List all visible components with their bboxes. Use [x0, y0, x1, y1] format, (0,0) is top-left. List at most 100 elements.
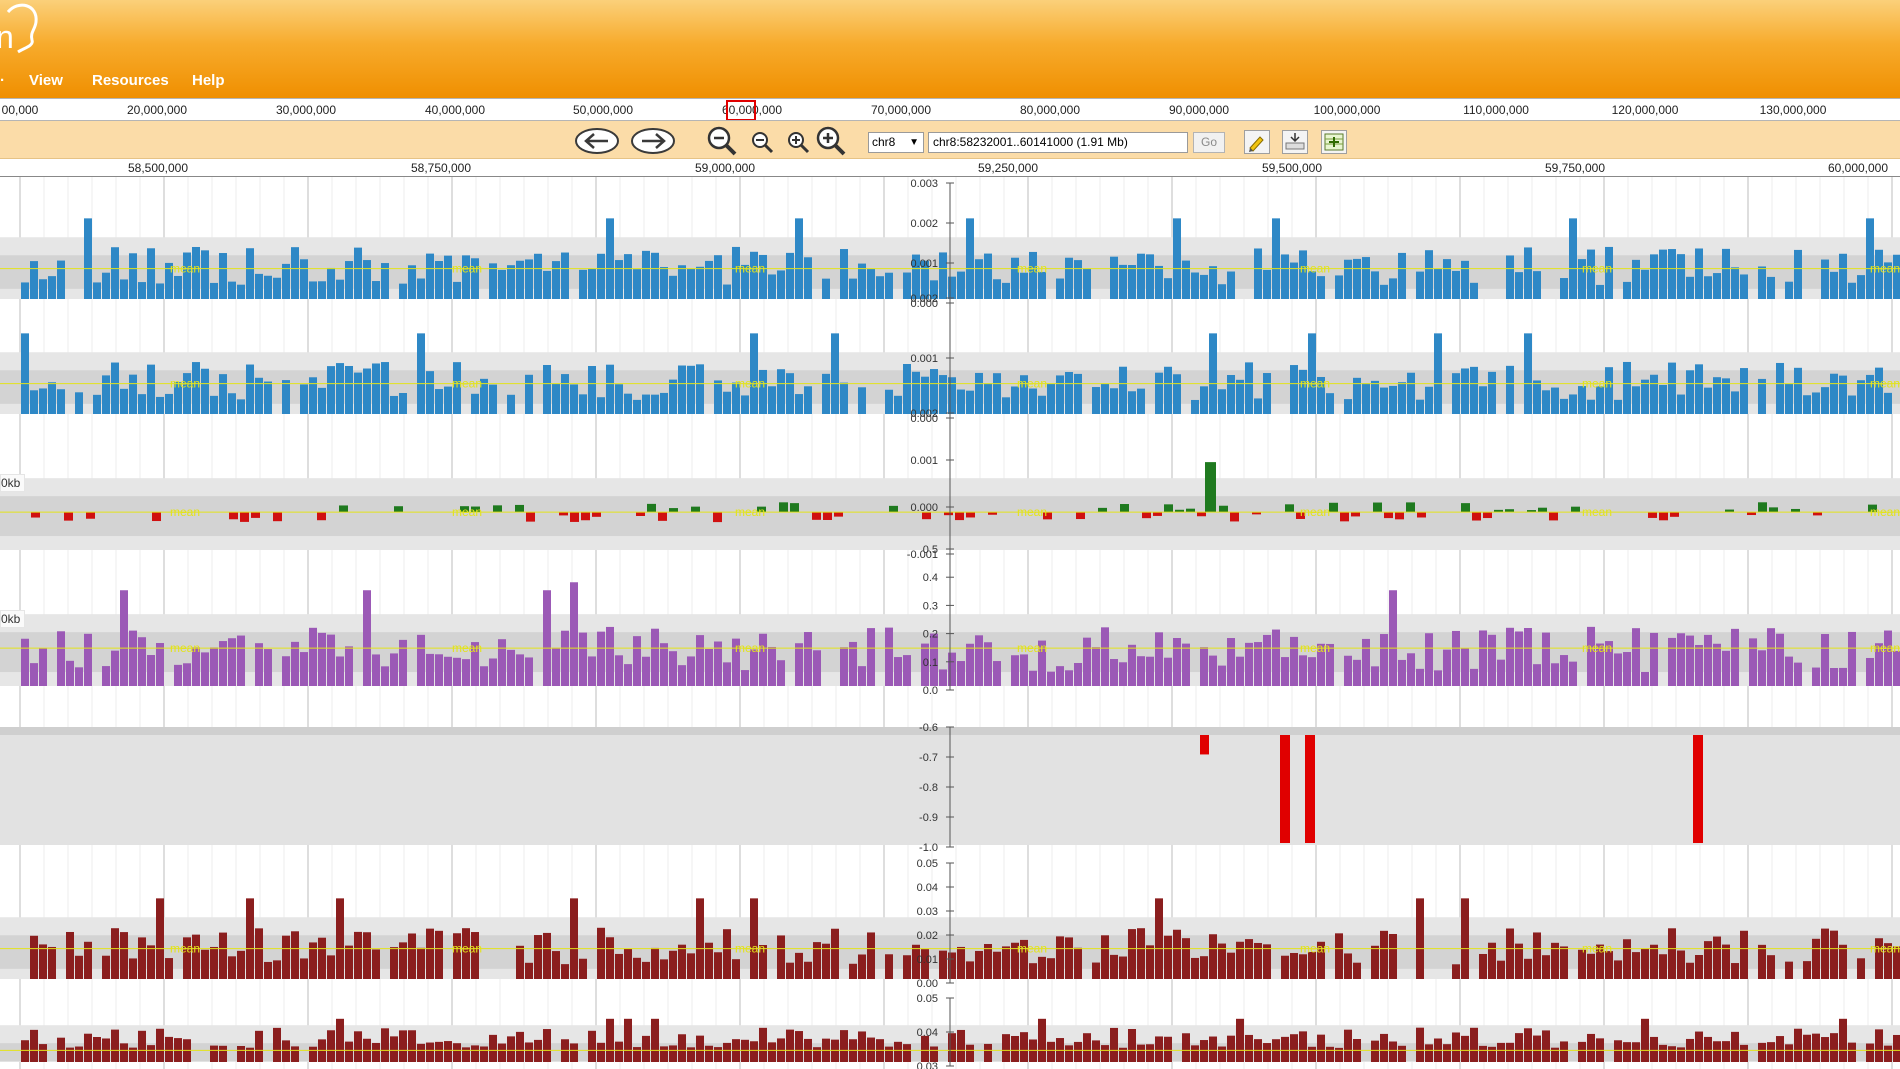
menu-resources[interactable]: Resources: [92, 72, 169, 89]
data-bar: [822, 373, 830, 414]
data-bar: [1695, 954, 1703, 979]
data-bar: [1029, 388, 1037, 414]
data-bar: [471, 642, 479, 686]
data-bar: [660, 959, 668, 979]
data-bar: [345, 261, 353, 299]
chromosome-select[interactable]: chr8 ▼: [868, 132, 924, 153]
position-ruler[interactable]: 58,500,000 58,750,000 59,000,000 59,250,…: [0, 159, 1900, 177]
data-bar: [1506, 365, 1514, 414]
data-bar: [1083, 268, 1091, 299]
data-bar: [1308, 951, 1316, 979]
logo-icon[interactable]: n: [0, 2, 46, 58]
data-bar: [597, 397, 605, 414]
data-bar: [1695, 1031, 1703, 1062]
data-bar: [30, 261, 38, 299]
data-bar: [48, 946, 56, 979]
data-bar: [669, 508, 678, 513]
data-bar: [1740, 930, 1748, 979]
data-bar: [1252, 512, 1261, 515]
data-bar: [1056, 936, 1064, 979]
go-button[interactable]: Go: [1193, 132, 1225, 153]
data-bar: [534, 253, 542, 299]
data-bar: [1686, 962, 1694, 979]
zoom-in-large-icon[interactable]: [815, 125, 847, 157]
data-bar: [1668, 928, 1676, 979]
data-bar: [1848, 1042, 1856, 1062]
menu-help[interactable]: Help: [192, 72, 225, 89]
data-bar: [471, 258, 479, 299]
pan-right-icon[interactable]: [630, 127, 676, 155]
data-bar: [534, 1039, 542, 1062]
data-bar: [156, 898, 164, 979]
data-bar: [642, 394, 650, 414]
data-bar: [84, 1033, 92, 1062]
data-bar: [1839, 253, 1847, 299]
chromosome-overview[interactable]: 00,000 20,000,000 30,000,000 40,000,000 …: [0, 98, 1900, 121]
data-bar: [1470, 282, 1478, 299]
data-bar: [624, 1018, 632, 1062]
data-bar: [795, 1031, 803, 1062]
data-bar: [84, 218, 92, 299]
data-bar: [696, 266, 704, 299]
data-bar: [1533, 1035, 1541, 1062]
data-bar: [1218, 1046, 1226, 1062]
menu-item-fragment[interactable]: ·: [0, 72, 5, 89]
data-bar: [1317, 1034, 1325, 1062]
location-input[interactable]: chr8:58232001..60141000 (1.91 Mb): [928, 132, 1188, 153]
overview-tick: 90,000,000: [1168, 103, 1230, 117]
data-bar: [1371, 271, 1379, 299]
navigation-toolbar: chr8 ▼ chr8:58232001..60141000 (1.91 Mb)…: [0, 121, 1900, 159]
data-bar: [515, 504, 524, 513]
zoom-out-large-icon[interactable]: [706, 125, 738, 157]
data-bar: [327, 955, 335, 979]
fit-region-button[interactable]: [1282, 130, 1308, 154]
data-bar: [229, 512, 238, 520]
data-bar: [111, 247, 119, 299]
data-bar: [651, 394, 659, 414]
data-bar: [1182, 1033, 1190, 1062]
data-bar: [889, 505, 898, 513]
data-bar: [579, 269, 587, 299]
data-bar: [966, 643, 974, 686]
data-bar: [1340, 512, 1349, 522]
data-bar: [1101, 935, 1109, 979]
data-bar: [264, 381, 272, 414]
data-bar: [1758, 650, 1766, 686]
data-bar: [102, 375, 110, 414]
data-bar: [669, 651, 677, 686]
data-bar: [399, 639, 407, 686]
add-track-button[interactable]: [1321, 130, 1347, 154]
data-bar: [525, 962, 533, 979]
fit-width-icon: [1285, 133, 1305, 150]
highlight-button[interactable]: [1244, 130, 1270, 154]
data-bar: [138, 282, 146, 299]
track-area[interactable]: mean mean mean mean mean mean mean 0.003 0.002 0.…: [0, 177, 1900, 1069]
pan-left-icon[interactable]: [574, 127, 620, 155]
zoom-out-small-icon[interactable]: [750, 130, 774, 154]
axis-tick-label: 0.02: [917, 930, 938, 942]
data-bar: [750, 898, 758, 979]
data-bar: [282, 1040, 290, 1062]
data-bar: [687, 1047, 695, 1062]
zoom-in-small-icon[interactable]: [786, 130, 810, 154]
data-bar: [1551, 1047, 1559, 1062]
data-bar: [21, 333, 29, 414]
data-bar: [1164, 935, 1172, 979]
axis-tick-label: 0.3: [923, 600, 938, 612]
data-bar: [1578, 259, 1586, 299]
data-bar: [192, 934, 200, 979]
mean-label: mean: [170, 262, 200, 276]
data-bar: [21, 282, 29, 299]
data-bar: [1281, 254, 1289, 299]
data-bar: [1650, 1036, 1658, 1062]
data-bar: [759, 1027, 767, 1062]
data-bar: [1813, 512, 1822, 516]
data-bar: [336, 898, 344, 979]
overview-view-window[interactable]: [726, 100, 756, 120]
data-bar: [678, 665, 686, 686]
data-bar: [939, 252, 947, 299]
data-bar: [1137, 656, 1145, 686]
menu-view[interactable]: View: [29, 72, 63, 89]
data-bar: [615, 655, 623, 686]
data-bar: [1452, 630, 1460, 686]
